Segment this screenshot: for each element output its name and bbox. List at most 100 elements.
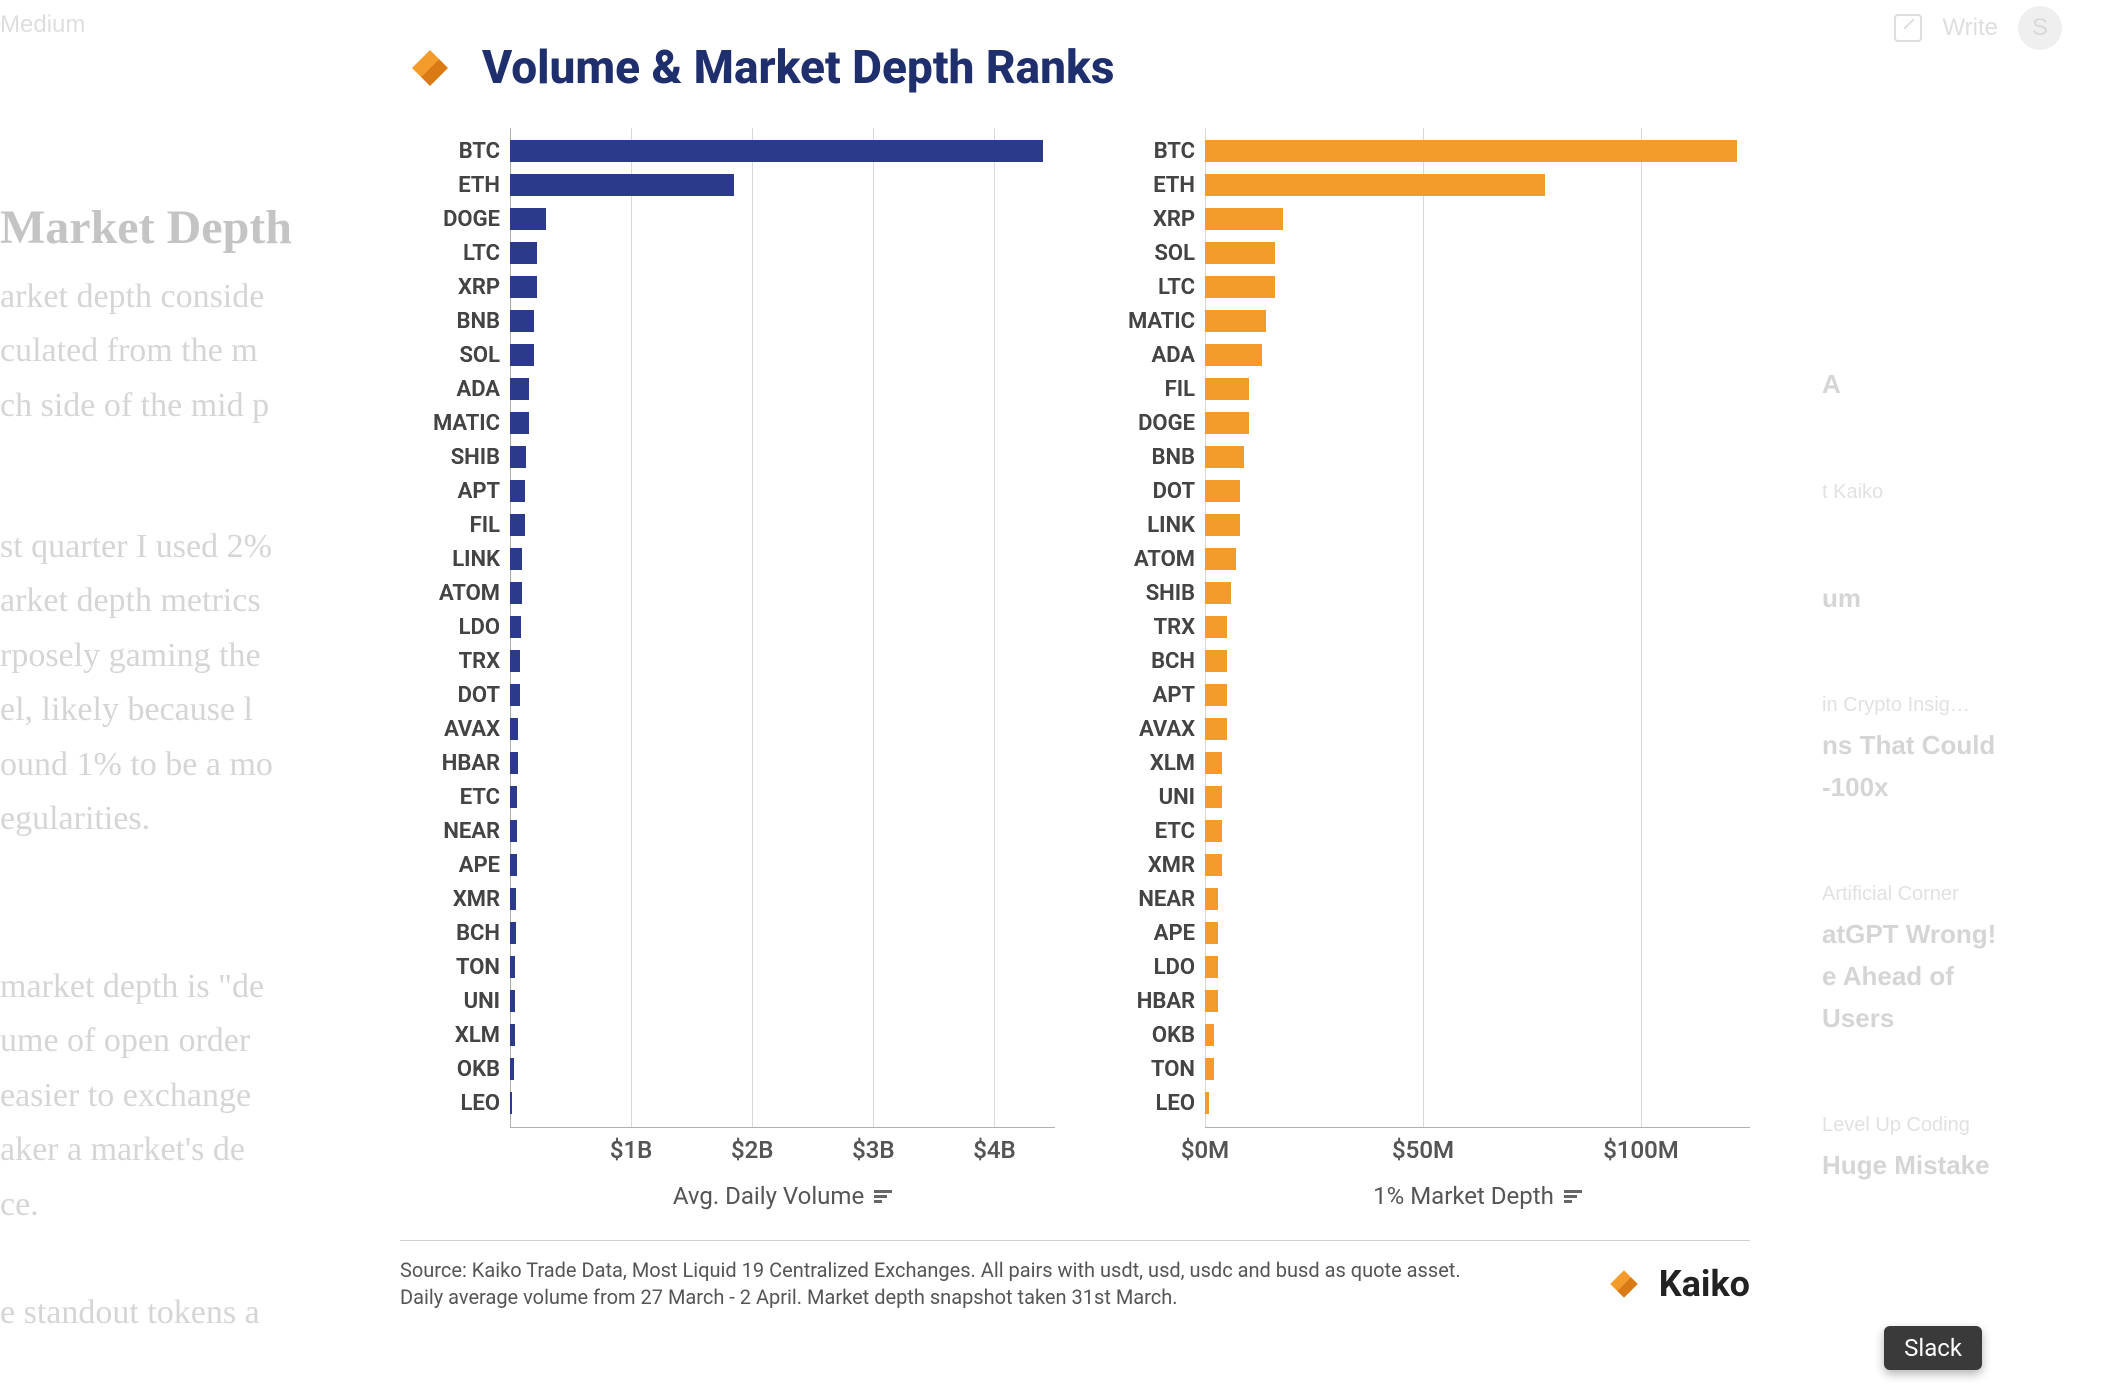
bar-rect xyxy=(510,956,515,978)
bar-rect xyxy=(1205,888,1218,910)
bar-row: BNB xyxy=(1205,440,1750,474)
bar-rect xyxy=(1205,1092,1209,1114)
bar-rect xyxy=(1205,650,1227,672)
bg-right-item: Level Up CodingHuge Mistake xyxy=(1822,1109,2102,1187)
bg-right-col: At Kaikoumin Crypto Insig…ns That Could … xyxy=(1822,360,2102,1257)
bar-rect xyxy=(1205,344,1262,366)
bar-row: LTC xyxy=(510,236,1055,270)
bar-row: AVAX xyxy=(1205,712,1750,746)
x-tick-label: $50M xyxy=(1392,1136,1454,1164)
bar-row: TON xyxy=(1205,1052,1750,1086)
left-axis-title: Avg. Daily Volume xyxy=(510,1182,1055,1210)
bar-row: APE xyxy=(510,848,1055,882)
bar-rect xyxy=(510,310,534,332)
bar-row: DOT xyxy=(510,678,1055,712)
write-icon xyxy=(1894,14,1922,42)
bar-label: OKB xyxy=(400,1057,510,1082)
bar-label: ETC xyxy=(1095,819,1205,844)
bar-label: LINK xyxy=(1095,513,1205,538)
bar-label: ATOM xyxy=(400,581,510,606)
bar-row: HBAR xyxy=(1205,984,1750,1018)
bar-label: BTC xyxy=(400,139,510,164)
bar-label: APT xyxy=(400,479,510,504)
bar-label: XLM xyxy=(1095,751,1205,776)
bar-row: LDO xyxy=(1205,950,1750,984)
bar-row: APT xyxy=(1205,678,1750,712)
bar-row: XRP xyxy=(510,270,1055,304)
bar-label: NEAR xyxy=(400,819,510,844)
chart-title-row: Volume & Market Depth Ranks xyxy=(400,38,1750,98)
bar-rect xyxy=(1205,174,1545,196)
sort-desc-icon xyxy=(1564,1188,1582,1205)
bar-label: OKB xyxy=(1095,1023,1205,1048)
bar-rect xyxy=(1205,208,1283,230)
bar-row: TON xyxy=(510,950,1055,984)
bar-rect xyxy=(1205,684,1227,706)
bg-right-item: Artificial CorneratGPT Wrong! e Ahead of… xyxy=(1822,878,2102,1039)
right-x-ticks: $0M$50M$100M$0M$50M$100M xyxy=(1205,1136,1750,1176)
chart-title: Volume & Market Depth Ranks xyxy=(482,41,1114,95)
bar-label: APE xyxy=(1095,921,1205,946)
bar-rect xyxy=(510,140,1043,162)
bar-row: HBAR xyxy=(510,746,1055,780)
bar-label: ADA xyxy=(1095,343,1205,368)
bg-right-item: t Kaiko xyxy=(1822,476,2102,508)
bar-label: LEO xyxy=(400,1091,510,1116)
bar-row: MATIC xyxy=(510,406,1055,440)
avatar: S xyxy=(2018,6,2062,50)
bar-rect xyxy=(1205,412,1249,434)
bar-rect xyxy=(1205,956,1218,978)
bar-rect xyxy=(1205,514,1240,536)
bar-rect xyxy=(510,1092,512,1114)
bar-rect xyxy=(1205,276,1275,298)
bar-rect xyxy=(510,616,521,638)
bar-row: ATOM xyxy=(510,576,1055,610)
chart-card: Volume & Market Depth Ranks BTCETHDOGELT… xyxy=(370,18,1780,1388)
bar-label: XRP xyxy=(1095,207,1205,232)
bar-label: MATIC xyxy=(400,411,510,436)
bar-label: AVAX xyxy=(400,717,510,742)
bar-label: MATIC xyxy=(1095,309,1205,334)
bar-rect xyxy=(510,276,537,298)
bar-rect xyxy=(510,514,525,536)
bar-rect xyxy=(1205,582,1231,604)
bar-rect xyxy=(1205,616,1227,638)
bar-row: MATIC xyxy=(1205,304,1750,338)
bar-rect xyxy=(1205,854,1222,876)
bar-row: ATOM xyxy=(1205,542,1750,576)
footer-brand: Kaiko xyxy=(1659,1263,1750,1305)
bar-row: BTC xyxy=(510,134,1055,168)
bar-label: NEAR xyxy=(1095,887,1205,912)
bar-rect xyxy=(510,786,517,808)
bar-row: TRX xyxy=(1205,610,1750,644)
bg-para3: market depth is "de ume of open order ea… xyxy=(0,960,330,1341)
bar-rect xyxy=(510,718,518,740)
bar-rect xyxy=(510,548,522,570)
sort-desc-icon xyxy=(874,1188,892,1205)
kaiko-logo-icon xyxy=(400,38,460,98)
bar-label: TON xyxy=(400,955,510,980)
bg-heading: Market Depth xyxy=(0,190,292,267)
bar-row: LTC xyxy=(1205,270,1750,304)
bar-row: XLM xyxy=(510,1018,1055,1052)
left-x-ticks: $1B$2B$3B$4B$1B$2B$3B$4B xyxy=(510,1136,1055,1176)
bg-top-right: Write S xyxy=(1894,6,2062,50)
bar-label: FIL xyxy=(400,513,510,538)
x-tick-label: $4B xyxy=(973,1136,1015,1164)
footer-source: Source: Kaiko Trade Data, Most Liquid 19… xyxy=(400,1257,1461,1311)
bar-rect xyxy=(510,344,534,366)
right-plot: BTCETHXRPSOLLTCMATICADAFILDOGEBNBDOTLINK… xyxy=(1205,128,1750,1128)
bar-row: ADA xyxy=(1205,338,1750,372)
bar-row: SOL xyxy=(1205,236,1750,270)
bar-row: BCH xyxy=(1205,644,1750,678)
bar-label: UNI xyxy=(400,989,510,1014)
bar-label: TON xyxy=(1095,1057,1205,1082)
bar-row: NEAR xyxy=(510,814,1055,848)
bar-row: NEAR xyxy=(1205,882,1750,916)
bar-rect xyxy=(510,650,520,672)
bar-row: DOGE xyxy=(510,202,1055,236)
bar-rect xyxy=(510,242,537,264)
bar-label: SOL xyxy=(1095,241,1205,266)
bar-row: XRP xyxy=(1205,202,1750,236)
bar-label: LTC xyxy=(1095,275,1205,300)
